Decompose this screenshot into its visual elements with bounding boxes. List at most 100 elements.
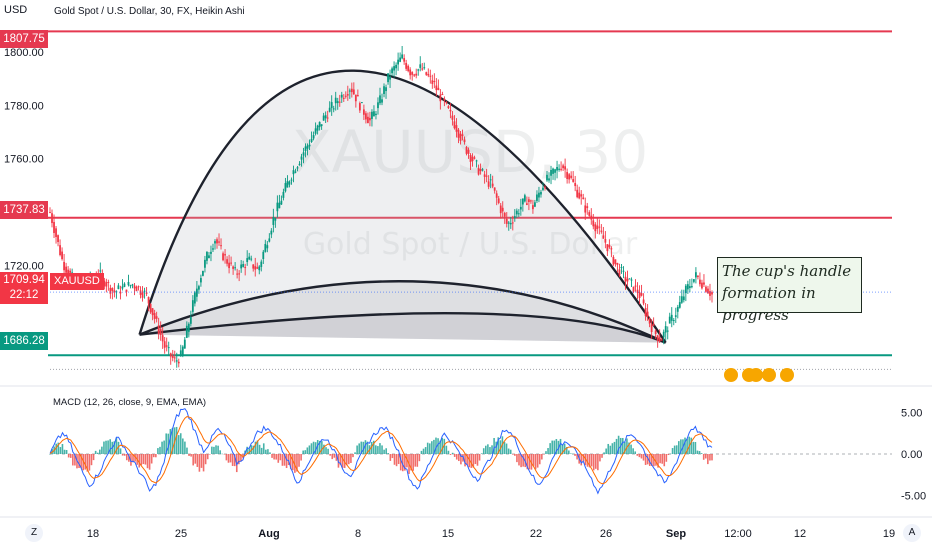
level-badge-bottom: 1686.28 <box>0 332 48 350</box>
candle-body <box>153 313 156 319</box>
candle-body <box>69 270 72 273</box>
macd-label[interactable]: MACD (12, 26, close, 9, EMA, EMA) <box>53 397 207 408</box>
macd-histogram-bar <box>638 454 641 458</box>
candle-body <box>216 239 218 244</box>
handle-lower-fill <box>139 313 666 343</box>
candle-body <box>151 308 154 316</box>
macd-histogram-bar <box>161 441 163 454</box>
candle-body <box>552 168 554 174</box>
candle-body <box>699 279 701 285</box>
candle-body <box>171 355 174 358</box>
macd-histogram-bar <box>72 454 74 466</box>
macd-histogram-bar <box>179 433 182 454</box>
candle-body <box>177 361 180 364</box>
candle-body <box>656 335 659 341</box>
macd-histogram-bar <box>345 454 348 466</box>
macd-histogram-bar <box>478 454 481 461</box>
zoom-button[interactable]: Z <box>25 524 43 542</box>
macd-histogram-bar <box>499 440 502 454</box>
handle-upper-curve[interactable] <box>139 280 667 344</box>
macd-histogram-bar <box>80 454 82 469</box>
macd-histogram-bar <box>597 454 599 471</box>
candle-body <box>346 94 349 96</box>
macd-histogram-bar <box>642 454 645 461</box>
candle-body <box>306 145 309 149</box>
cup-curve[interactable] <box>138 69 667 344</box>
macd-histogram-bar <box>543 454 545 455</box>
candle-body <box>600 230 603 232</box>
candle-body <box>421 68 424 70</box>
candle-body <box>427 73 430 76</box>
macd-histogram-bar <box>599 454 601 462</box>
candle-body <box>403 58 406 62</box>
macd-histogram-bar <box>661 454 663 464</box>
candle-body <box>324 115 327 119</box>
annotation-line-1: The cup's handle <box>722 262 852 280</box>
macd-histogram-bar <box>275 454 278 460</box>
macd-histogram-bar <box>316 440 319 454</box>
candle-body <box>332 108 335 110</box>
handle-lower-curve[interactable] <box>139 311 667 344</box>
candle-body <box>439 94 442 102</box>
event-flag-icon[interactable] <box>762 368 776 382</box>
event-flag-icon[interactable] <box>749 368 763 382</box>
candle-body <box>371 111 373 119</box>
macd-histogram-bar <box>352 454 354 458</box>
candle-body <box>429 75 432 77</box>
economic-events[interactable] <box>724 368 794 382</box>
candle-body <box>143 290 146 292</box>
candle-body <box>67 269 70 276</box>
auto-scale-button[interactable]: A <box>903 524 921 542</box>
macd-histogram-bar <box>497 437 500 454</box>
macd-histogram-bar <box>165 433 168 454</box>
macd-histogram-bar <box>410 454 412 471</box>
candle-body <box>453 121 456 129</box>
macd-histogram-bar <box>447 450 450 454</box>
candle-body <box>604 238 607 243</box>
macd-histogram-bar <box>152 454 155 458</box>
macd-histogram-bar <box>115 437 118 454</box>
time-axis[interactable]: 18 25 Aug 8 15 22 26 Sep 12:00 12 19 <box>87 528 895 540</box>
macd-histogram-bar <box>632 448 634 454</box>
macd-histogram-bar <box>711 454 713 461</box>
macd-histogram-bar <box>671 448 674 454</box>
candle-body <box>302 152 305 156</box>
price-axis-background[interactable] <box>892 0 932 550</box>
candle-body <box>350 88 353 93</box>
macd-histogram-bar <box>493 437 495 454</box>
macd-histogram-bar <box>588 454 591 468</box>
macd-histogram-bar <box>105 440 107 454</box>
macd-histogram-bar <box>184 441 186 454</box>
macd-histogram-bar <box>103 441 105 454</box>
candle-body <box>175 360 178 362</box>
macd-histogram-bar <box>455 454 458 460</box>
macd-histogram-bar <box>88 454 91 471</box>
candle-body <box>230 262 232 264</box>
macd-histogram-bar <box>163 440 165 454</box>
candle-body <box>300 156 303 160</box>
macd-histogram-bar <box>684 437 686 454</box>
handle-upper-fill <box>139 281 666 343</box>
event-flag-icon[interactable] <box>724 368 738 382</box>
annotation-box[interactable]: The cup's handle formation in progress <box>717 257 862 324</box>
candle-body <box>614 259 617 264</box>
cup-and-handle-drawings[interactable] <box>138 69 667 344</box>
candle-body <box>433 80 436 83</box>
macd-histogram-bar <box>196 454 199 467</box>
symbol-info[interactable]: Gold Spot / U.S. Dollar, 30, FX, Heikin … <box>54 6 245 17</box>
macd-histogram-bar <box>171 427 174 454</box>
macd-histogram-bar <box>397 454 400 465</box>
macd-histogram-bar <box>406 454 408 468</box>
macd-histogram-bar <box>300 454 302 461</box>
macd-histogram-bar <box>526 454 529 470</box>
macd-histogram-bar <box>628 442 630 454</box>
macd-histogram-bar <box>262 443 265 454</box>
macd-histogram-bar <box>466 454 468 465</box>
macd-histogram-bar <box>182 438 184 454</box>
event-flag-icon[interactable] <box>780 368 794 382</box>
candle-body <box>240 264 243 269</box>
candle-body <box>103 280 106 287</box>
